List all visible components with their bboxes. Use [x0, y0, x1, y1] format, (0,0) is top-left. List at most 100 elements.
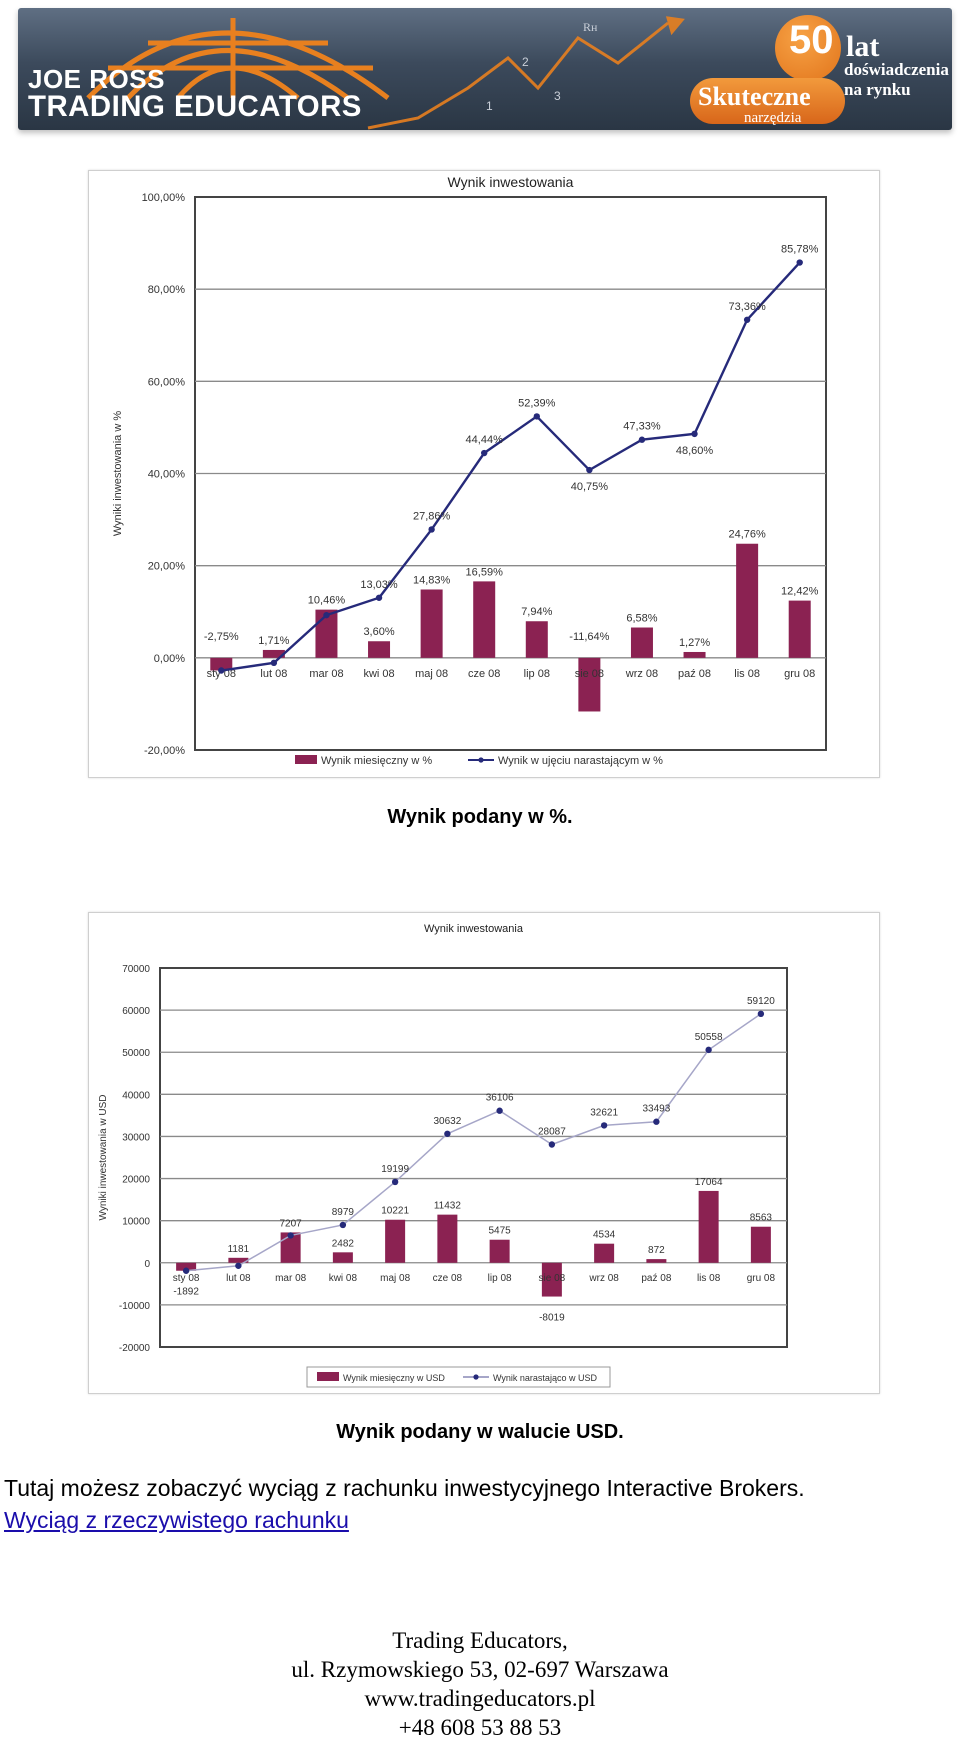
- y-tick-label: -20,00%: [144, 745, 185, 757]
- bar-lis-08: [736, 543, 759, 658]
- chart-title: Wynik inwestowania: [448, 174, 574, 190]
- y-axis-title: Wyniki inwestowania w USD: [98, 1094, 109, 1220]
- y-tick-label: 50000: [122, 1048, 150, 1059]
- bar-value-label: 872: [648, 1245, 665, 1256]
- cumulative-value-label: 48,60%: [676, 445, 714, 457]
- cumulative-point: [705, 1046, 712, 1054]
- cumulative-value-label: 8979: [332, 1207, 355, 1218]
- cumulative-value-label: 27,86%: [413, 510, 451, 522]
- bar-gru-08: [750, 1226, 771, 1263]
- usd-results-chart: Wynik inwestowania 70000 60000 50000 40000 30…: [88, 912, 880, 1394]
- bar-value-label: 7207: [280, 1218, 303, 1229]
- y-tick-label: 0,00%: [154, 653, 185, 665]
- slogan-pill: [690, 78, 845, 124]
- bar-value-label: 11432: [434, 1201, 462, 1212]
- bar-sty-08: [176, 1262, 197, 1271]
- bar-lut-08: [228, 1257, 249, 1263]
- legend-line-marker: [478, 757, 484, 763]
- bar-lip-08: [489, 1239, 510, 1263]
- bar-value-label: 1,27%: [679, 637, 710, 649]
- x-tick-label: wrz 08: [588, 1273, 619, 1284]
- bar-paź-08: [683, 651, 706, 658]
- legend-line-label: Wynik narastająco w USD: [493, 1373, 597, 1383]
- cumulative-point: [287, 1232, 294, 1239]
- bar-value-label: 8563: [750, 1213, 773, 1224]
- bar-gru-08: [788, 600, 811, 658]
- trend-line-icon: [367, 16, 685, 130]
- brand-name-line2: TRADING EDUCATORS: [28, 90, 362, 123]
- cumulative-value-label: 19199: [381, 1164, 409, 1175]
- statement-link[interactable]: Wyciąg z rzeczywistego rachunku: [4, 1507, 349, 1533]
- anniversary-number: 50: [789, 18, 834, 62]
- x-tick-label: paź 08: [641, 1273, 671, 1284]
- cumulative-point: [270, 659, 278, 667]
- cumulative-value-label: 47,33%: [623, 421, 661, 433]
- anniversary-unit: lat: [846, 30, 880, 63]
- cumulative-point: [548, 1141, 556, 1148]
- anniversary-badge-icon: [775, 15, 841, 81]
- y-tick-label: 40,00%: [148, 469, 186, 481]
- legend-bar-swatch: [317, 1372, 339, 1381]
- cumulative-value-label: 13,03%: [360, 579, 398, 591]
- cumulative-point: [638, 436, 646, 443]
- cumulative-point: [691, 430, 698, 438]
- bar-lut-08: [262, 649, 285, 658]
- slogan-word-1: Skuteczne: [698, 82, 811, 111]
- y-tick-label: 30000: [122, 1132, 150, 1143]
- bar-value-label: 17064: [695, 1177, 723, 1188]
- cumulative-line: [221, 261, 801, 672]
- legend-line-label: Wynik w ujęciu narastającym w %: [498, 755, 663, 767]
- banner-graphic: 1 2 3: [86, 16, 685, 130]
- usd-chart-caption: Wynik podany w walucie USD.: [336, 1421, 624, 1443]
- x-tick-label: kwi 08: [363, 668, 394, 680]
- x-tick-label: paź 08: [678, 668, 711, 680]
- y-tick-label: 80,00%: [148, 284, 186, 296]
- bar-kwi-08: [368, 641, 391, 658]
- bar-kwi-08: [332, 1252, 353, 1263]
- percent-chart-caption: Wynik podany w %.: [387, 806, 573, 828]
- x-tick-label: mar 08: [309, 668, 343, 680]
- legend-bar-swatch: [295, 755, 317, 764]
- bar-wrz-08: [594, 1243, 615, 1263]
- bar-sie-08: [578, 657, 601, 712]
- cumulative-value-label: 33493: [642, 1104, 670, 1115]
- bar-maj-08: [385, 1219, 406, 1263]
- x-tick-label: maj 08: [380, 1273, 410, 1284]
- banner-mark-1: 1: [486, 99, 493, 113]
- bar-value-label: 5475: [489, 1226, 512, 1237]
- cumulative-point: [796, 259, 803, 266]
- bar-value-label: 10,46%: [308, 595, 346, 607]
- cumulative-value-label: 85,78%: [781, 244, 819, 256]
- cumulative-point: [481, 449, 488, 457]
- bar-value-label: 10221: [381, 1206, 409, 1217]
- bar-value-label: 7,94%: [521, 606, 552, 618]
- legend-box: [306, 1366, 611, 1388]
- cumulative-point: [323, 611, 330, 619]
- x-tick-label: lip 08: [488, 1273, 512, 1284]
- chart-title: Wynik inwestowania: [424, 923, 524, 935]
- anniversary-text-1: doświadczenia: [844, 60, 949, 79]
- bar-value-label: 4534: [593, 1230, 616, 1241]
- x-tick-label: gru 08: [747, 1273, 776, 1284]
- x-tick-label: lip 08: [524, 668, 550, 680]
- cumulative-value-label: 40,75%: [571, 481, 609, 493]
- cumulative-value-label: 32621: [590, 1107, 618, 1118]
- cumulative-point: [428, 526, 435, 533]
- cumulative-point: [586, 466, 593, 474]
- cumulative-value-label: 52,39%: [518, 397, 556, 409]
- bar-sie-08: [541, 1262, 562, 1297]
- x-tick-label: lis 08: [697, 1273, 721, 1284]
- cumulative-value-label: 59120: [747, 996, 775, 1007]
- banner-mark-2: 2: [522, 55, 529, 69]
- y-tick-label: 60000: [122, 1006, 150, 1017]
- x-tick-label: gru 08: [784, 668, 815, 680]
- x-tick-label: lis 08: [734, 668, 760, 680]
- cumulative-point: [375, 594, 383, 601]
- cumulative-point: [653, 1118, 660, 1125]
- cumulative-point: [444, 1130, 451, 1137]
- legend-bar-label: Wynik miesięczny w %: [321, 755, 432, 767]
- bar-maj-08: [420, 589, 443, 658]
- x-tick-label: sty 08: [207, 668, 236, 680]
- cumulative-point: [235, 1262, 242, 1269]
- bar-paź-08: [646, 1259, 667, 1263]
